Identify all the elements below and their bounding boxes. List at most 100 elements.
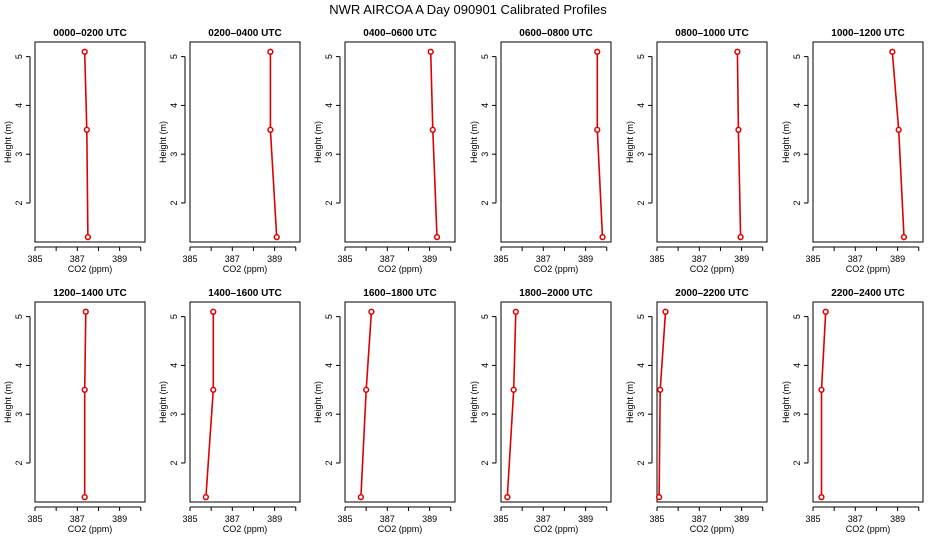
profile-point xyxy=(599,233,606,241)
y-tick-label: 2 xyxy=(169,460,179,465)
panel-title: 1800–2000 UTC xyxy=(519,288,592,299)
x-tick-label: 387 xyxy=(225,514,240,524)
x-tick-label: 389 xyxy=(734,514,749,524)
y-axis-label: Height (m) xyxy=(313,121,323,163)
profile-point xyxy=(83,126,90,133)
y-tick-label: 4 xyxy=(792,103,802,108)
x-tick-label: 385 xyxy=(493,254,508,264)
profile-point xyxy=(818,386,825,393)
plot-frame xyxy=(500,301,612,503)
profile-point xyxy=(504,493,511,501)
y-tick-label: 5 xyxy=(480,314,490,319)
x-tick-label: 387 xyxy=(70,514,85,524)
x-tick-label: 387 xyxy=(536,254,551,264)
panel-title: 1000–1200 UTC xyxy=(831,28,904,39)
x-tick-label: 385 xyxy=(649,514,664,524)
x-tick-label: 389 xyxy=(112,254,127,264)
y-tick-label: 5 xyxy=(480,54,490,59)
profile-line xyxy=(83,51,89,238)
panel-title: 1600–1800 UTC xyxy=(363,288,436,299)
profile-point xyxy=(429,126,436,133)
panel-title: 0200–0400 UTC xyxy=(208,28,281,39)
profile-point xyxy=(655,493,663,501)
plot-frame xyxy=(344,301,456,503)
y-tick-label: 3 xyxy=(480,152,490,157)
x-tick-label: 389 xyxy=(890,254,905,264)
profile-point xyxy=(82,308,89,315)
x-tick-label: 387 xyxy=(225,254,240,264)
y-tick-label: 2 xyxy=(480,460,490,465)
profile-line xyxy=(429,51,438,238)
profile-point xyxy=(889,48,896,55)
y-axis-label: Height (m) xyxy=(158,121,168,163)
profile-point xyxy=(734,48,741,55)
profile-point xyxy=(510,386,517,393)
x-tick-label: 385 xyxy=(27,254,42,264)
y-tick-label: 3 xyxy=(324,412,334,417)
plot-frame xyxy=(34,41,146,243)
profile-line xyxy=(83,311,87,498)
y-axis-label: Height (m) xyxy=(781,121,791,163)
profile-line xyxy=(658,311,667,498)
y-axis-label: Height (m) xyxy=(3,121,13,163)
y-tick-label: 3 xyxy=(169,412,179,417)
x-axis-label: CO2 (ppm) xyxy=(223,524,268,534)
x-tick-label: 385 xyxy=(649,254,664,264)
profile-line xyxy=(596,51,604,238)
y-tick-label: 4 xyxy=(636,363,646,368)
y-tick-label: 2 xyxy=(480,200,490,205)
x-axis-label: CO2 (ppm) xyxy=(378,524,423,534)
y-tick-label: 4 xyxy=(14,363,24,368)
y-tick-label: 5 xyxy=(792,314,802,319)
y-tick-label: 3 xyxy=(792,412,802,417)
y-tick-label: 2 xyxy=(169,200,179,205)
y-tick-label: 5 xyxy=(14,54,24,59)
profile-point xyxy=(81,386,88,393)
profile-point xyxy=(368,308,375,315)
y-tick-label: 5 xyxy=(14,314,24,319)
y-tick-label: 2 xyxy=(324,460,334,465)
plot-frame xyxy=(344,41,456,243)
x-tick-label: 387 xyxy=(380,254,395,264)
x-tick-label: 385 xyxy=(337,514,352,524)
y-tick-label: 5 xyxy=(636,314,646,319)
profile-point xyxy=(735,126,742,133)
y-tick-label: 5 xyxy=(169,314,179,319)
y-tick-label: 4 xyxy=(14,103,24,108)
profile-line xyxy=(205,311,215,498)
panel-title: 2000–2200 UTC xyxy=(675,288,748,299)
y-tick-label: 2 xyxy=(324,200,334,205)
y-tick-label: 5 xyxy=(169,54,179,59)
y-axis-label: Height (m) xyxy=(3,381,13,423)
y-axis-label: Height (m) xyxy=(625,121,635,163)
y-tick-label: 2 xyxy=(14,200,24,205)
profile-line xyxy=(506,311,517,498)
profile-line xyxy=(736,51,742,238)
profile-point xyxy=(81,493,88,501)
y-tick-label: 4 xyxy=(324,363,334,368)
y-tick-label: 3 xyxy=(636,152,646,157)
y-tick-label: 5 xyxy=(324,54,334,59)
y-tick-label: 3 xyxy=(14,412,24,417)
profile-point xyxy=(267,48,274,55)
profile-point xyxy=(273,233,280,241)
y-tick-label: 4 xyxy=(636,103,646,108)
x-tick-label: 385 xyxy=(493,514,508,524)
y-tick-label: 3 xyxy=(636,412,646,417)
x-tick-label: 387 xyxy=(848,254,863,264)
profile-point xyxy=(427,48,434,55)
x-tick-label: 387 xyxy=(692,514,707,524)
profile-point xyxy=(737,233,744,241)
x-tick-label: 389 xyxy=(422,514,437,524)
panel-title: 0800–1000 UTC xyxy=(675,28,748,39)
profile-point xyxy=(822,308,829,315)
panel-title: 0400–0600 UTC xyxy=(363,28,436,39)
profile-point xyxy=(357,493,365,501)
profile-line xyxy=(360,311,373,498)
x-tick-label: 389 xyxy=(267,254,282,264)
